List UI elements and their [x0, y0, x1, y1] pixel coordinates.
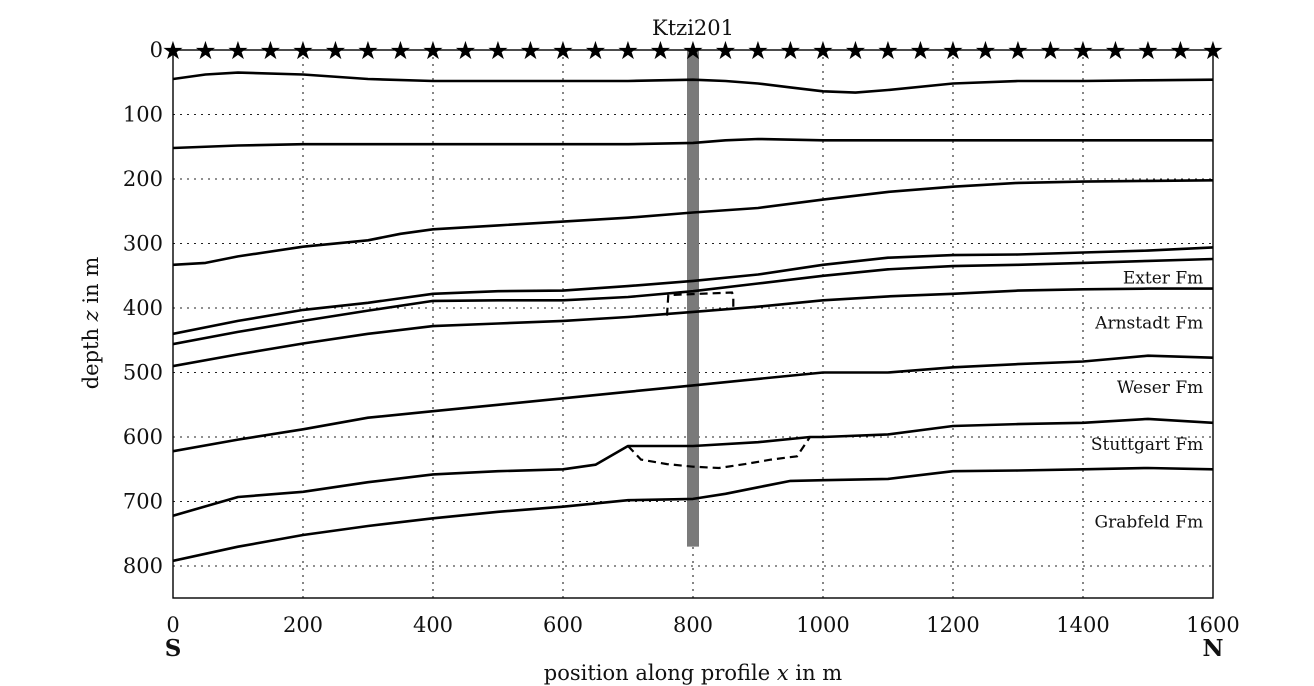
horizon-line-9 [173, 466, 1213, 563]
dashed-feature-2 [627, 436, 811, 470]
receiver-star: ★ [519, 36, 541, 65]
x-tick-label: 1400 [1056, 613, 1109, 637]
horizon-line-2 [173, 137, 1213, 150]
receiver-star: ★ [1202, 36, 1224, 65]
receiver-star: ★ [552, 36, 574, 65]
x-tick-label: 600 [543, 613, 583, 637]
receiver-star: ★ [682, 36, 704, 65]
formation-label: Exter Fm [1123, 268, 1203, 288]
direction-label-north: N [1202, 635, 1223, 662]
receiver-star: ★ [779, 36, 801, 65]
receiver-star: ★ [162, 36, 184, 65]
formation-label: Weser Fm [1117, 378, 1203, 398]
x-tick-label: 200 [283, 613, 323, 637]
formation-label: Arnstadt Fm [1094, 314, 1203, 334]
receiver-star: ★ [487, 36, 509, 65]
receiver-star: ★ [454, 36, 476, 65]
receiver-star: ★ [324, 36, 346, 65]
y-tick-label: 400 [123, 296, 163, 320]
horizon-line-7 [173, 354, 1213, 453]
horizon-line-6 [173, 287, 1213, 368]
receiver-star: ★ [259, 36, 281, 65]
horizon-line-4 [173, 246, 1213, 336]
y-tick-labels: 0 100 200 300 400 500 600 700 800 [123, 38, 163, 578]
receiver-star: ★ [227, 36, 249, 65]
x-tick-label: 800 [673, 613, 713, 637]
y-tick-label: 800 [123, 554, 163, 578]
horizon-line-1 [173, 71, 1213, 94]
x-axis-label: position along profile x in m [544, 661, 842, 685]
x-tick-labels: 0 200 400 600 800 1000 1200 1400 1600 [166, 613, 1239, 637]
y-tick-label: 100 [123, 103, 163, 127]
receiver-star: ★ [1007, 36, 1029, 65]
formation-labels: Exter Fm Arnstadt Fm Weser Fm Stuttgart Fm G… [1091, 268, 1203, 532]
x-tick-label: 1200 [926, 613, 979, 637]
receiver-star: ★ [617, 36, 639, 65]
receiver-star: ★ [942, 36, 964, 65]
formation-label: Stuttgart Fm [1091, 435, 1203, 455]
y-tick-label: 500 [123, 361, 163, 385]
receiver-star: ★ [357, 36, 379, 65]
horizon-lines [173, 71, 1213, 563]
receiver-star: ★ [877, 36, 899, 65]
receiver-star: ★ [389, 36, 411, 65]
y-tick-label: 0 [150, 38, 163, 62]
receiver-star: ★ [422, 36, 444, 65]
receiver-star: ★ [1169, 36, 1191, 65]
y-tick-label: 600 [123, 425, 163, 449]
receiver-star: ★ [194, 36, 216, 65]
receiver-star: ★ [909, 36, 931, 65]
receiver-star: ★ [1072, 36, 1094, 65]
x-tick-label: 1000 [796, 613, 849, 637]
horizon-line-3 [173, 179, 1213, 267]
x-tick-label: 1600 [1186, 613, 1239, 637]
receiver-star: ★ [649, 36, 671, 65]
direction-label-south: S [165, 635, 182, 662]
dashed-feature-1 [665, 291, 735, 316]
plot-frame [172, 49, 1214, 599]
receiver-stars: ★ ★ ★ ★ ★ ★ ★ ★ ★ ★ ★ ★ ★ ★ ★ ★ ★ ★ ★ ★ ★ ★ ★ ★ ★ ★ ★ ★ ★ ★ ★ ★ ★ [162, 36, 1224, 65]
dashed-features [627, 291, 811, 470]
horizon-line-8 [173, 417, 1213, 517]
receiver-star: ★ [1039, 36, 1061, 65]
formation-label: Grabfeld Fm [1095, 512, 1204, 532]
receiver-star: ★ [1104, 36, 1126, 65]
well-label: Ktzi201 [652, 16, 734, 40]
x-tick-label: 400 [413, 613, 453, 637]
y-axis-label: depth z in m [79, 257, 103, 390]
receiver-star: ★ [292, 36, 314, 65]
y-tick-label: 300 [123, 232, 163, 256]
horizon-line-5 [173, 257, 1213, 346]
x-tick-label: 0 [166, 613, 179, 637]
receiver-star: ★ [584, 36, 606, 65]
receiver-star: ★ [714, 36, 736, 65]
receiver-star: ★ [844, 36, 866, 65]
receiver-star: ★ [747, 36, 769, 65]
y-tick-label: 700 [123, 490, 163, 514]
receiver-star: ★ [974, 36, 996, 65]
y-tick-label: 200 [123, 167, 163, 191]
receiver-star: ★ [812, 36, 834, 65]
receiver-star: ★ [1137, 36, 1159, 65]
